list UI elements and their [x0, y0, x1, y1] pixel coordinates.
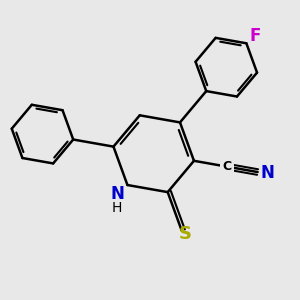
Text: F: F — [249, 28, 261, 46]
Text: N: N — [110, 184, 124, 202]
Text: N: N — [261, 164, 275, 182]
Text: C: C — [222, 160, 232, 173]
Text: S: S — [179, 225, 192, 243]
Text: H: H — [112, 201, 122, 215]
